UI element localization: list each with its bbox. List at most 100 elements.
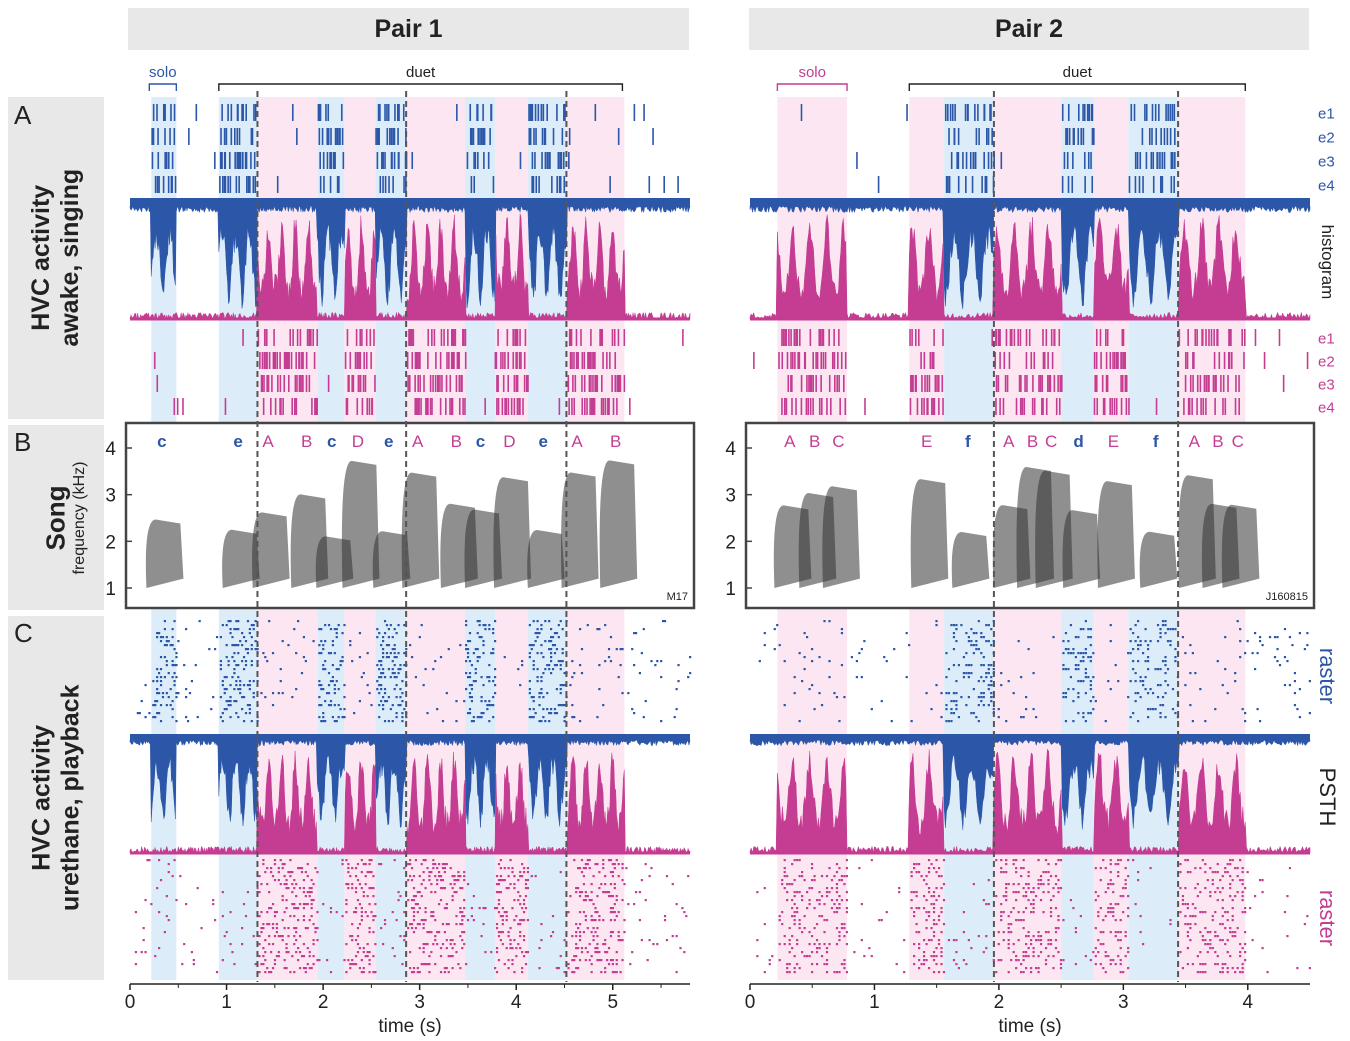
pair1-female-raster-dot — [179, 875, 182, 878]
pair2-female-raster-dot — [1109, 903, 1112, 906]
pair1-female-raster-dot — [606, 959, 609, 962]
pair2-female-raster-dot — [1214, 951, 1217, 954]
pair1-male-raster-dot — [320, 684, 323, 687]
pair2-female-raster-dot — [818, 943, 821, 946]
pair1-female-raster-dot — [271, 875, 275, 878]
pair1-female-raster-dot — [524, 895, 528, 898]
pair2-female-raster-dot — [918, 967, 921, 970]
pair1-female-raster-dot — [447, 955, 450, 958]
pair1-female-raster-dot — [407, 927, 410, 930]
pair2-female-raster-dot — [781, 883, 784, 886]
pair2-female-raster-dot — [1224, 963, 1227, 966]
pair2-female-raster-dot — [1249, 907, 1252, 910]
pair1-male-raster-dot — [241, 632, 244, 635]
pair2-female-raster-dot — [937, 943, 941, 946]
pair1-male-raster-dot — [295, 688, 298, 691]
pair2-female-raster-dot — [1199, 911, 1202, 914]
pair1-male-raster-dot — [480, 636, 483, 639]
pair2-male-raster-dot — [1146, 708, 1150, 711]
pair1-female-raster-dot — [634, 891, 638, 894]
pair1-male-raster-dot — [455, 700, 458, 703]
pair2-male-raster-dot — [1129, 652, 1132, 655]
pair2-female-raster-dot — [952, 959, 956, 962]
pair2-male-raster-dot — [1067, 640, 1070, 643]
pair1-female-raster-dot — [621, 959, 624, 962]
pair1-female-raster-dot — [652, 943, 655, 946]
pair1-female-raster-dot — [443, 863, 446, 866]
pair2-syllable-label-0: A — [784, 432, 796, 451]
pair2-female-raster-dot — [791, 915, 794, 918]
pair2-female-raster-dot — [825, 947, 829, 950]
pair2-female-raster-dot — [1007, 883, 1010, 886]
pair2-male-raster-dot — [1278, 664, 1282, 667]
pair1-female-raster-dot — [287, 871, 290, 874]
pair1-male-raster-dot — [382, 704, 385, 707]
pair2-female-raster-dot — [1047, 863, 1050, 866]
pair2-x-axis-label: time (s) — [998, 1016, 1061, 1037]
pair2-female-raster-dot — [1241, 947, 1244, 950]
pair1-female-raster-dot — [275, 923, 278, 926]
pair2-female-raster-dot — [955, 963, 958, 966]
pair1-female-raster-dot — [351, 963, 354, 966]
pair1-female-raster-dot — [308, 891, 311, 894]
pair1-female-raster-dot — [602, 863, 605, 866]
pair2-female-raster-dot — [922, 951, 926, 954]
pair1-female-raster-dot — [507, 967, 510, 970]
pair1-male-raster-dot — [472, 680, 475, 683]
pair1-male-raster-dot — [480, 696, 483, 699]
pair1-male-raster-dot — [341, 716, 344, 719]
pair2-female-raster-dot — [1052, 955, 1055, 958]
pair1-female-raster-dot — [584, 959, 587, 962]
pair1-female-raster-dot — [430, 871, 433, 874]
pair2-male-raster-dot — [823, 620, 826, 623]
pair2-female-raster-dot — [793, 859, 796, 862]
pair1-male-raster-dot — [343, 696, 346, 699]
pair2-female-raster-dot — [982, 899, 985, 902]
pair1-male-raster-dot — [360, 676, 363, 679]
pair2-female-raster-dot — [1261, 879, 1264, 882]
pair2-female-raster-dot — [1047, 883, 1050, 886]
pair2-female-raster-dot — [1241, 879, 1244, 882]
pair1-female-raster-dot — [306, 927, 309, 930]
pair2-female-raster-dot — [1097, 939, 1100, 942]
pair2-female-raster-dot — [813, 879, 816, 882]
pair1-male-raster-dot — [550, 708, 553, 711]
pair1-female-raster-dot — [297, 959, 300, 962]
pair2-female-raster-dot — [932, 931, 936, 934]
pair1-female-raster-dot — [266, 923, 269, 926]
pair1-male-raster-dot — [642, 628, 645, 631]
pair2-female-raster-dot — [781, 911, 784, 914]
pair1-male-raster-dot — [229, 684, 232, 687]
pair2-female-raster-dot — [1037, 859, 1040, 862]
pair1-male-raster-dot — [378, 716, 381, 719]
pair1-histogram-male-baseline — [130, 198, 690, 206]
pair2-female-raster-dot — [786, 875, 789, 878]
pair2-female-raster-dot — [1020, 971, 1023, 974]
pair2-female-raster-dot — [915, 891, 918, 894]
pair1-female-raster-dot — [273, 859, 277, 862]
pair1-female-raster-dot — [354, 867, 358, 870]
pair1-male-raster-dot — [383, 620, 387, 623]
pair2-female-raster-dot — [1039, 935, 1043, 938]
pair1-male-raster-dot — [382, 696, 385, 699]
pair2-female-raster-dot — [1226, 971, 1229, 974]
pair1-male-raster-dot — [227, 704, 230, 707]
pair1-female-raster-dot — [445, 903, 448, 906]
pair1-female-raster-dot — [582, 875, 586, 878]
pair1-female-raster-dot — [663, 919, 667, 922]
pair1-female-raster-dot — [351, 939, 354, 942]
pair1-male-raster-dot — [248, 712, 251, 715]
pair2-male-raster-dot — [1062, 668, 1065, 671]
pair2-male-raster-dot — [820, 704, 824, 707]
pair2-female-raster-dot — [1037, 883, 1040, 886]
pair2-female-raster-dot — [1124, 879, 1127, 882]
pair1-female-raster-dot — [264, 959, 267, 962]
pair2-syllable-label-4: f — [965, 432, 971, 451]
pair2-female-raster-dot — [1216, 863, 1219, 866]
pair2-female-raster-dot — [1179, 871, 1182, 874]
pair2-female-raster-dot — [997, 931, 1000, 934]
pair1-male-raster-dot — [349, 640, 352, 643]
pair1-male-raster-dot — [235, 712, 238, 715]
pair1-female-raster-dot — [148, 859, 151, 862]
pair1-male-raster-dot — [399, 696, 402, 699]
